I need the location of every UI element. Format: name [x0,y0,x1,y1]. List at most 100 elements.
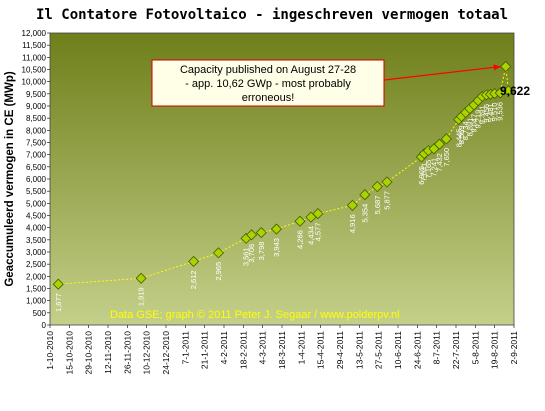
x-tick-label: 21-1-2011 [200,331,210,369]
callout-value: 9,622 [500,84,530,98]
x-tick-label: 13-5-2011 [354,331,364,369]
data-label: 3,943 [272,238,281,257]
data-label: 3,561 [242,247,251,266]
data-label: 8,891 [465,118,474,137]
annotation-line-2: - app. 10,62 GWp - most probably [185,78,351,90]
y-tick-label: 1,000 [26,297,47,306]
data-point [312,208,324,220]
markers-group [52,61,515,290]
data-point [212,247,225,259]
data-point [371,181,383,193]
credit-text: Data GSE; graph © 2011 Peter J. Segaar /… [110,309,400,321]
data-point [502,85,515,97]
x-tick-label: 1-4-2011 [296,331,306,365]
x-tick-label: 2-9-2011 [509,331,519,365]
x-tick-label: 4-3-2011 [258,331,268,365]
data-label: 7,432 [435,153,444,172]
x-tick-label: 1-10-2010 [45,331,55,370]
x-tick-label: 10-6-2011 [393,331,403,369]
data-label: 2,612 [189,270,198,289]
data-label: 5,687 [373,196,382,215]
y-tick-label: 4,500 [26,212,47,221]
y-tick-label: 6,500 [26,163,47,172]
y-tick-label: 0 [42,321,47,330]
arrow-head [493,64,501,71]
data-point [359,189,371,201]
y-tick-label: 7,500 [26,139,47,148]
y-tick-label: 10,000 [22,78,47,87]
y-tick-label: 8,500 [26,114,47,123]
data-point [381,176,393,188]
x-tick-label: 8-7-2011 [432,331,442,365]
x-tick-label: 22-7-2011 [451,331,461,369]
data-label: 3,798 [257,242,266,261]
data-label: 7,165 [424,160,433,179]
data-point [500,61,512,73]
data-label: 8,569 [457,125,466,144]
y-tick-label: 12,000 [22,29,47,38]
y-tick-label: 11,000 [22,53,46,62]
y-tick-label: 9,500 [26,90,47,99]
data-point [433,138,445,150]
arrow-line [383,65,501,81]
data-label: 8,734 [461,121,470,140]
x-tick-label: 10-12-2010 [142,331,152,375]
annotation-arrow [383,64,501,81]
data-label: 9,219 [474,110,483,129]
annotation-rect [151,59,385,107]
data-label: 9,047 [469,114,478,133]
x-tick-label: 18-3-2011 [277,331,287,369]
x-tick-label: 29-4-2011 [335,331,345,369]
annotation-line-1: Capacity published on August 27-28 [180,64,356,76]
x-axis: 1-10-2010 15-10-2010 29-10-2010 12-11-2010 2… [45,325,519,374]
data-point [440,133,452,145]
data-label: 9,536 [496,102,505,121]
y-tick-label: 11,500 [22,41,46,50]
y-tick-label: 500 [33,309,47,318]
data-label: 9,391 [478,105,487,124]
data-point [294,215,306,227]
data-label: 4,434 [307,226,316,245]
x-tick-label: 5-8-2011 [470,331,480,365]
y-tick-label: 6,000 [26,175,47,184]
y-tick-label: 2,000 [26,272,47,281]
data-label: 4,916 [348,214,357,233]
data-point [246,229,258,241]
y-tick-label: 10,500 [22,66,47,75]
y-tick-label: 7,000 [26,151,47,160]
data-label: 7,041 [420,163,429,182]
y-tick-label: 9,000 [26,102,47,111]
y-tick-label: 5,000 [26,199,47,208]
data-label: 9,456 [482,104,491,123]
x-tick-label: 15-4-2011 [316,331,326,369]
data-point [135,272,147,284]
y-tick-label: 1,500 [26,285,47,294]
data-point [52,278,64,290]
y-tick-label: 5,500 [26,187,47,196]
y-tick-label: 2,500 [26,260,47,269]
data-label: 6,905 [417,166,426,185]
data-label: 1,919 [137,287,146,306]
data-label: 5,354 [360,204,369,223]
data-label: 4,266 [295,230,304,249]
chart-title: Il Contatore Fotovoltaico - ingeschreven… [36,7,508,23]
data-label: 2,965 [214,262,223,281]
data-label: 1,677 [54,293,63,312]
x-tick-label: 29-10-2010 [84,331,94,375]
y-tick-label: 3,500 [26,236,47,245]
y-tick-label: 8,000 [26,126,47,135]
x-tick-label: 24-6-2011 [412,331,422,369]
y-axis: 0 500 1,000 1,500 2,000 2,500 3,000 3,500 4,000 4… [22,29,50,330]
data-point [188,255,200,268]
data-point [346,199,358,211]
data-label: 4,577 [313,223,322,242]
x-tick-label: 19-8-2011 [490,331,500,369]
annotation-line-3: erroneous! [242,92,295,104]
y-axis-label: Geaccumuleerd vermogen in CE (MWp) [4,71,16,287]
data-label: 9,510 [490,103,499,122]
y-tick-label: 4,000 [26,224,47,233]
x-tick-label: 4-2-2011 [219,331,229,365]
x-tick-label: 15-10-2010 [64,331,74,375]
